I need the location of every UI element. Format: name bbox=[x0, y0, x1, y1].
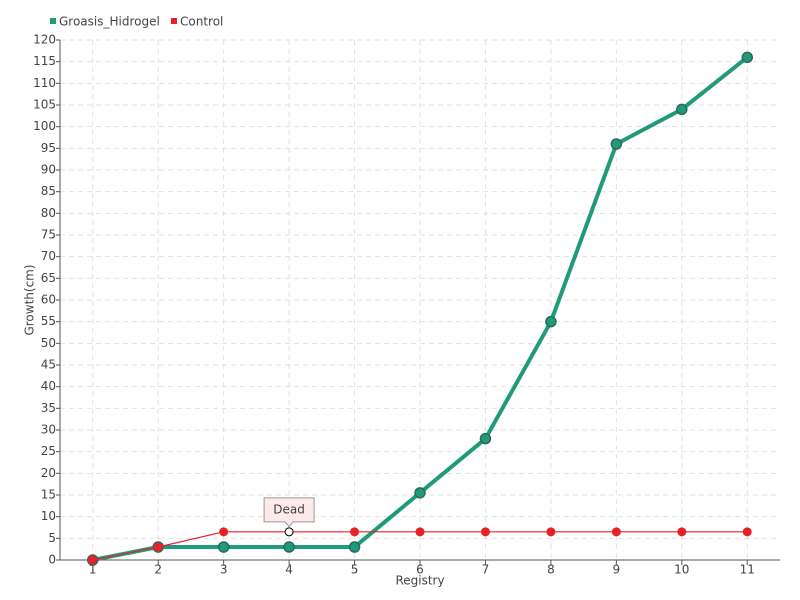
y-tick-label: 55 bbox=[41, 314, 56, 328]
data-point bbox=[546, 527, 556, 537]
y-tick-label: 85 bbox=[41, 184, 56, 198]
y-tick-label: 100 bbox=[33, 119, 56, 133]
x-tick-label: 7 bbox=[482, 563, 490, 577]
x-tick-label: 5 bbox=[351, 563, 359, 577]
legend-swatch bbox=[171, 18, 177, 24]
data-point bbox=[217, 541, 230, 553]
legend-swatch bbox=[50, 18, 56, 24]
x-tick-label: 11 bbox=[740, 563, 755, 577]
data-point bbox=[415, 527, 425, 537]
data-point bbox=[414, 487, 426, 499]
annotation-text: Dead bbox=[273, 502, 305, 516]
x-tick-label: 8 bbox=[547, 563, 555, 577]
y-tick-label: 10 bbox=[41, 509, 56, 523]
data-point bbox=[611, 527, 621, 537]
y-tick-label: 120 bbox=[33, 33, 56, 47]
y-tick-label: 35 bbox=[41, 401, 56, 415]
y-tick-label: 5 bbox=[48, 531, 56, 545]
y-tick-label: 0 bbox=[48, 553, 56, 567]
y-tick-label: 40 bbox=[41, 379, 56, 393]
data-point bbox=[545, 315, 557, 328]
data-point bbox=[284, 527, 294, 537]
y-tick-label: 80 bbox=[41, 206, 56, 220]
x-tick-label: 4 bbox=[285, 563, 293, 577]
y-tick-label: 20 bbox=[41, 466, 56, 480]
x-tick-label: 9 bbox=[613, 563, 621, 577]
data-point bbox=[153, 542, 163, 552]
x-tick-label: 6 bbox=[416, 563, 424, 577]
data-point bbox=[348, 541, 361, 553]
data-point bbox=[480, 527, 490, 537]
y-tick-label: 60 bbox=[41, 293, 56, 307]
y-tick-label: 25 bbox=[41, 444, 56, 458]
x-tick-label: 1 bbox=[89, 563, 97, 577]
data-point bbox=[742, 527, 752, 537]
data-point bbox=[479, 432, 492, 445]
data-point bbox=[677, 527, 687, 537]
y-tick-label: 70 bbox=[41, 249, 56, 263]
x-tick-label: 10 bbox=[674, 563, 689, 577]
x-tick-label: 3 bbox=[220, 563, 228, 577]
y-tick-label: 15 bbox=[41, 488, 56, 502]
y-tick-label: 90 bbox=[41, 163, 56, 177]
data-point bbox=[676, 103, 688, 116]
data-point bbox=[350, 527, 360, 537]
data-point bbox=[88, 555, 98, 565]
legend-label: Groasis_Hidrogel bbox=[59, 15, 160, 29]
y-tick-label: 115 bbox=[33, 54, 56, 68]
y-axis-label: Growth(cm) bbox=[23, 264, 37, 335]
y-tick-label: 105 bbox=[33, 98, 56, 112]
data-point bbox=[219, 527, 229, 537]
y-tick-label: 75 bbox=[41, 228, 56, 242]
annotation-box bbox=[263, 497, 315, 528]
data-point bbox=[610, 138, 623, 150]
y-tick-label: 110 bbox=[33, 76, 56, 90]
data-point bbox=[741, 51, 754, 64]
y-tick-label: 95 bbox=[41, 141, 56, 155]
x-tick-label: 2 bbox=[154, 563, 162, 577]
y-tick-label: 65 bbox=[41, 271, 56, 285]
legend-label: Control bbox=[180, 15, 223, 29]
x-axis-label: Registry bbox=[395, 574, 444, 588]
y-tick-label: 50 bbox=[41, 336, 56, 350]
y-tick-label: 30 bbox=[41, 423, 56, 437]
y-tick-label: 45 bbox=[41, 358, 56, 372]
data-point bbox=[283, 541, 295, 553]
